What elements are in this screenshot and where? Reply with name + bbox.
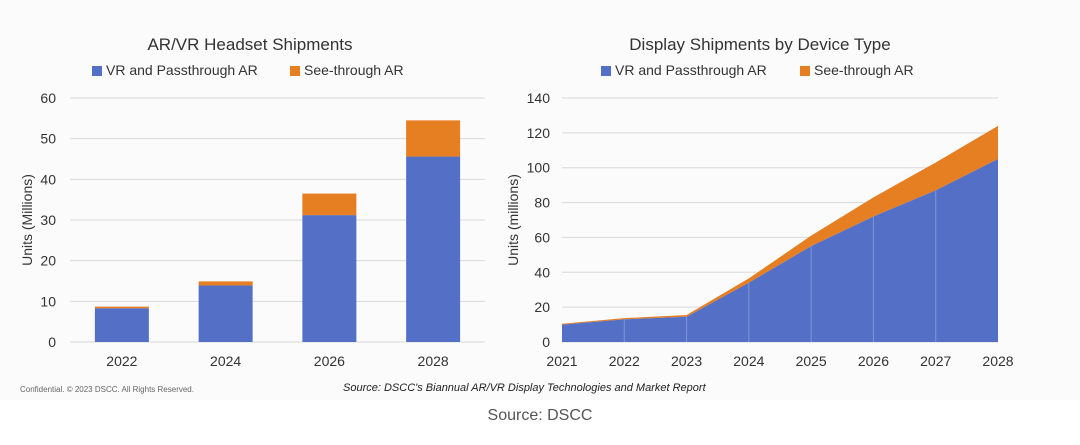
chart1-bar-ar xyxy=(198,281,253,286)
chart2-x-tick: 2021 xyxy=(546,353,577,369)
report-source-note: Source: DSCC's Biannual AR/VR Display Te… xyxy=(343,382,706,394)
chart2-x-tick: 2023 xyxy=(671,353,702,369)
chart2-y-tick: 80 xyxy=(534,195,550,211)
chart1-title: AR/VR Headset Shipments xyxy=(147,35,352,54)
chart1-bar-vr xyxy=(302,215,357,342)
chart2-y-tick: 140 xyxy=(527,90,551,106)
figure-panel: AR/VR Headset Shipments VR and Passthrou… xyxy=(19,35,1014,369)
chart1-y-axis-label: Units (Millions) xyxy=(19,174,35,266)
chart1-y-tick: 30 xyxy=(40,212,56,228)
chart2-y-tick: 20 xyxy=(534,299,550,315)
chart1-x-tick: 2028 xyxy=(418,353,449,369)
chart1-y-tick: 0 xyxy=(48,334,56,350)
chart1-x-tick: 2022 xyxy=(106,353,137,369)
display-shipments-chart: Display Shipments by Device Type VR and … xyxy=(505,35,1014,369)
chart2-legend-ar-swatch xyxy=(800,66,810,76)
chart2-x-tick: 2027 xyxy=(920,353,951,369)
chart2-area-vr xyxy=(562,159,998,342)
charts-canvas: AR/VR Headset Shipments VR and Passthrou… xyxy=(19,35,1014,369)
chart1-bar-vr xyxy=(406,156,461,342)
chart1-bar-ar xyxy=(94,306,149,309)
chart1-legend-vr-swatch xyxy=(92,66,102,76)
chart2-y-tick: 0 xyxy=(542,334,550,350)
chart2-x-tick: 2025 xyxy=(796,353,827,369)
chart1-legend-ar-swatch xyxy=(290,66,300,76)
chart2-y-tick: 120 xyxy=(527,125,551,141)
chart1-legend-ar-label: See-through AR xyxy=(304,62,404,78)
chart1-y-tick: 50 xyxy=(40,131,56,147)
chart2-x-tick: 2022 xyxy=(609,353,640,369)
headset-shipments-chart: AR/VR Headset Shipments VR and Passthrou… xyxy=(19,35,485,369)
chart2-x-tick: 2024 xyxy=(733,353,764,369)
chart1-bar-vr xyxy=(198,285,253,342)
confidential-notice: Confidential. © 2023 DSCC. All Rights Re… xyxy=(20,385,194,394)
chart2-x-tick: 2028 xyxy=(982,353,1013,369)
chart2-y-tick: 40 xyxy=(534,264,550,280)
chart1-x-tick: 2024 xyxy=(210,353,241,369)
image-caption: Source: DSCC xyxy=(487,407,593,424)
chart2-legend-ar-label: See-through AR xyxy=(814,62,914,78)
chart1-y-tick: 20 xyxy=(40,253,56,269)
chart1-bar-vr xyxy=(94,308,149,342)
chart2-legend-vr-swatch xyxy=(601,66,611,76)
chart1-y-tick: 60 xyxy=(40,90,56,106)
chart2-legend-vr-label: VR and Passthrough AR xyxy=(615,62,767,78)
chart2-y-tick: 60 xyxy=(534,229,550,245)
chart1-legend-vr-label: VR and Passthrough AR xyxy=(106,62,258,78)
chart2-y-tick: 100 xyxy=(527,160,551,176)
chart1-bar-ar xyxy=(302,193,357,216)
chart1-x-tick: 2026 xyxy=(314,353,345,369)
chart1-bar-ar xyxy=(406,120,461,157)
chart1-y-tick: 10 xyxy=(40,293,56,309)
chart2-x-tick: 2026 xyxy=(858,353,889,369)
chart2-title: Display Shipments by Device Type xyxy=(629,35,890,54)
chart2-y-axis-label: Units (millions) xyxy=(505,174,521,266)
chart1-y-tick: 40 xyxy=(40,171,56,187)
